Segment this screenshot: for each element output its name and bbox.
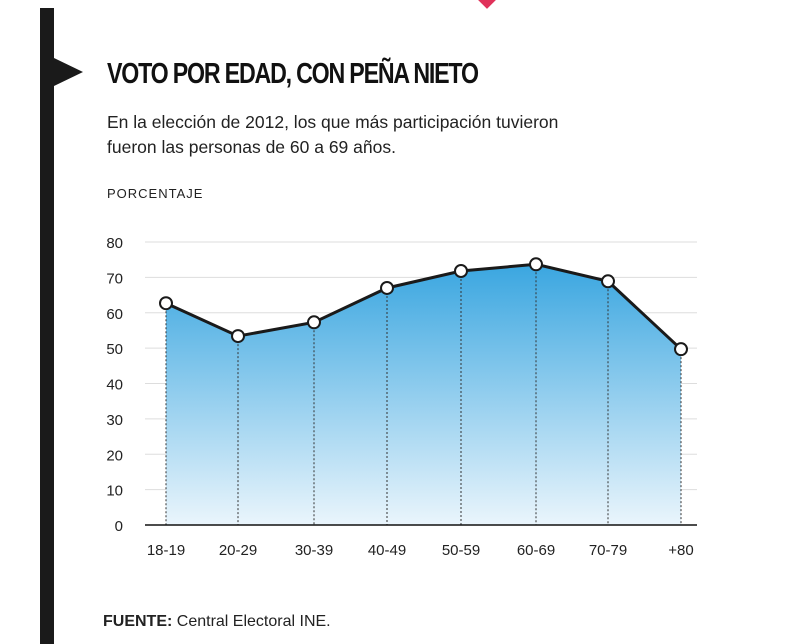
x-tick-label: 18-19 (147, 542, 185, 559)
side-accent-bar (40, 8, 54, 644)
arrow-marker-icon (54, 58, 83, 86)
data-point (529, 257, 543, 272)
data-point (231, 329, 245, 344)
source-note: FUENTE: Central Electoral INE. (103, 613, 331, 631)
source-label: FUENTE: (103, 613, 173, 630)
area-fill (166, 264, 681, 525)
x-tick-label: 30-39 (295, 542, 333, 559)
y-axis-label: PORCENTAJE (107, 186, 204, 201)
y-tick-label: 40 (106, 377, 123, 394)
y-tick-label: 80 (106, 235, 123, 252)
data-point (380, 280, 394, 295)
x-tick-label: 20-29 (219, 542, 257, 559)
y-tick-label: 50 (106, 341, 123, 358)
data-point (159, 296, 173, 311)
x-tick-label: +80 (668, 542, 693, 559)
data-point (454, 264, 468, 279)
y-tick-label: 60 (106, 306, 123, 323)
x-tick-label: 50-59 (442, 542, 480, 559)
series-line (165, 262, 683, 351)
chart-subtitle: En la elección de 2012, los que más part… (107, 112, 559, 157)
data-point (307, 315, 321, 330)
y-tick-label: 10 (106, 483, 123, 500)
chart-title: VOTO POR EDAD, CON PEÑA NIETO (107, 58, 479, 90)
data-point (674, 342, 688, 357)
y-tick-label: 30 (106, 412, 123, 429)
x-tick-label: 70-79 (589, 542, 627, 559)
data-point (601, 274, 615, 289)
source-text: Central Electoral INE. (172, 613, 331, 630)
y-tick-label: 0 (115, 518, 123, 535)
x-tick-label: 40-49 (368, 542, 406, 559)
x-tick-label: 60-69 (517, 542, 555, 559)
y-tick-label: 70 (106, 270, 123, 287)
y-tick-label: 20 (106, 447, 123, 464)
